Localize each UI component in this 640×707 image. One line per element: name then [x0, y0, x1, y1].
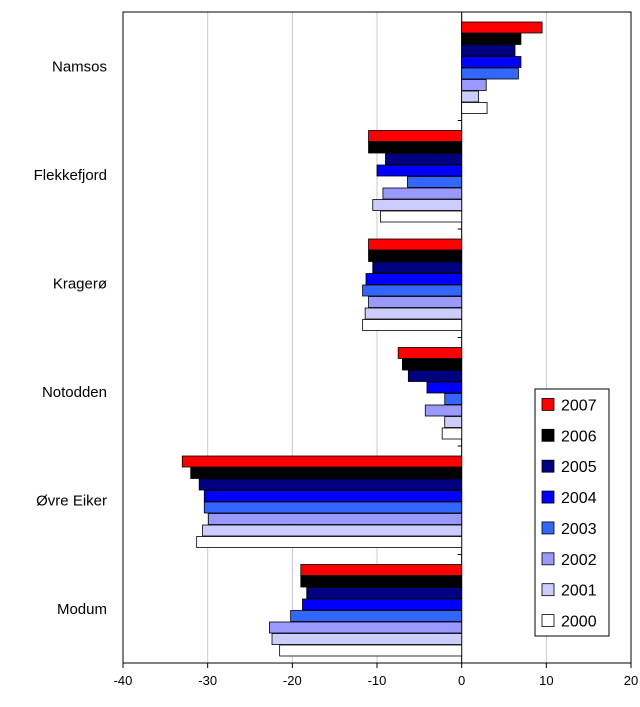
bars [181, 21, 543, 657]
legend-label: 2006 [561, 428, 597, 445]
bar [461, 102, 488, 114]
bar [379, 210, 463, 223]
bar [401, 358, 463, 371]
bar [461, 67, 519, 80]
legend-swatch [541, 428, 555, 442]
bar [461, 44, 516, 57]
bar [279, 644, 463, 657]
bar [397, 347, 463, 359]
bar [368, 130, 463, 142]
legend-label: 2005 [561, 459, 597, 476]
bar [461, 90, 479, 103]
x-tick-label: 20 [624, 673, 638, 688]
bar [444, 416, 463, 428]
bar [426, 381, 463, 394]
category-label: Øvre Eiker [36, 492, 107, 509]
bar [461, 79, 487, 91]
bar [208, 513, 463, 525]
bar [290, 610, 463, 622]
bar [362, 319, 463, 331]
bar [362, 284, 463, 297]
bar [300, 564, 463, 576]
bar [382, 187, 463, 200]
bar [407, 370, 463, 382]
legend-label: 2007 [561, 397, 597, 414]
bar [407, 176, 463, 188]
bar [300, 575, 463, 588]
legend-label: 2002 [561, 552, 597, 569]
bar [461, 33, 522, 45]
category-label: Namsos [52, 58, 107, 75]
bar [365, 273, 463, 285]
legend-swatch [541, 459, 555, 473]
category-label: Notodden [42, 384, 107, 401]
x-tick-label: -20 [283, 673, 302, 688]
legend-label: 2003 [561, 521, 597, 538]
bar [368, 238, 463, 251]
bar [271, 633, 463, 645]
bar [196, 536, 463, 548]
category-label: Modum [57, 601, 107, 618]
bar [306, 587, 463, 599]
legend: 2007 2006 2005 2004 2003 2002 2001 2000 [534, 388, 610, 637]
x-tick-label: -10 [368, 673, 387, 688]
bar [198, 478, 463, 491]
bar [269, 621, 463, 634]
bar [441, 427, 463, 440]
x-tick-label: 10 [539, 673, 553, 688]
x-tick-label: -40 [114, 673, 133, 688]
legend-swatch [541, 521, 555, 535]
bar [203, 490, 463, 502]
bar [364, 307, 463, 320]
bar [385, 153, 463, 165]
legend-label: 2001 [561, 583, 597, 600]
legend-swatch [541, 614, 555, 627]
legend-label: 2000 [561, 614, 597, 631]
bar [302, 598, 463, 611]
x-tick-label: -30 [198, 673, 217, 688]
bar [368, 250, 463, 262]
legend-swatch [541, 398, 555, 411]
bar [424, 404, 463, 417]
bar [181, 455, 463, 468]
bar [444, 393, 463, 405]
bar [461, 56, 522, 68]
bar [202, 524, 463, 537]
bar [368, 296, 463, 308]
x-tick-label: 0 [458, 673, 465, 688]
legend-swatch [541, 583, 555, 597]
bar [190, 467, 463, 479]
bar [372, 261, 463, 274]
bar [461, 21, 543, 34]
bar [376, 164, 463, 177]
legend-swatch [541, 552, 555, 566]
bar [203, 501, 463, 514]
bar [372, 199, 463, 211]
bar [368, 141, 463, 154]
category-label: Flekkefjord [34, 167, 107, 184]
legend-label: 2004 [561, 490, 597, 507]
category-label: Kragerø [53, 275, 107, 292]
legend-swatch [541, 490, 555, 504]
